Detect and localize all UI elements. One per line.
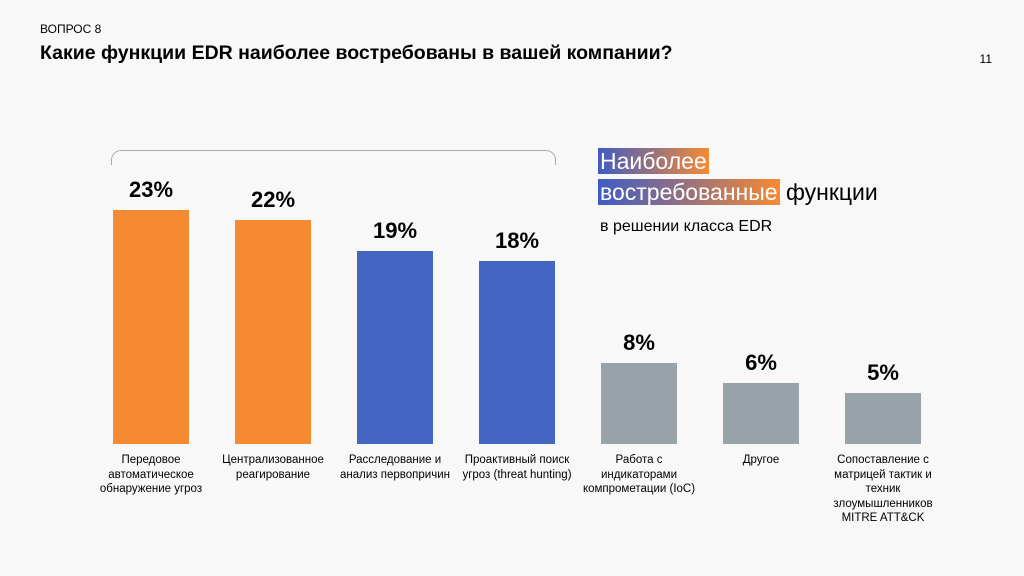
bar [113, 210, 189, 444]
highlight-line2: востребованные [598, 179, 780, 205]
value-label: 18% [494, 227, 540, 253]
value-label: 8% [623, 329, 655, 355]
category-label: Работа с индикаторами компрометации (IoC… [582, 454, 696, 495]
group-bracket [111, 150, 556, 165]
value-label: 5% [867, 360, 899, 386]
category-label: Сопоставление с матрицей тактик и техник… [833, 454, 933, 524]
bar [235, 220, 311, 444]
question-number: ВОПРОС 8 [40, 22, 102, 36]
bar [479, 260, 555, 444]
highlight-heading: Наиболее востребованные функции [598, 146, 878, 208]
category-label: Централизованное реагирование [222, 454, 324, 481]
page-number: 11 [979, 52, 992, 66]
highlight-line2-rest: функции [779, 179, 878, 205]
bar [601, 362, 677, 444]
value-label: 6% [745, 349, 777, 375]
highlight-subtitle: в решении класса EDR [600, 218, 773, 235]
category-label: Другое [742, 454, 780, 466]
bar [845, 393, 921, 444]
category-label: Передовое автоматическое обнаружение угр… [99, 454, 203, 495]
bar [723, 382, 799, 444]
value-label: 23% [128, 177, 174, 203]
category-label: Проактивный поиск угроз (threat hunting) [462, 454, 572, 481]
value-label: 22% [250, 187, 296, 213]
highlight-line1: Наиболее [598, 148, 709, 174]
page-title: Какие функции EDR наиболее востребованы … [40, 42, 673, 64]
value-label: 19% [372, 217, 418, 243]
category-label: Расследование и анализ первопричин [340, 454, 450, 481]
bar [357, 250, 433, 444]
